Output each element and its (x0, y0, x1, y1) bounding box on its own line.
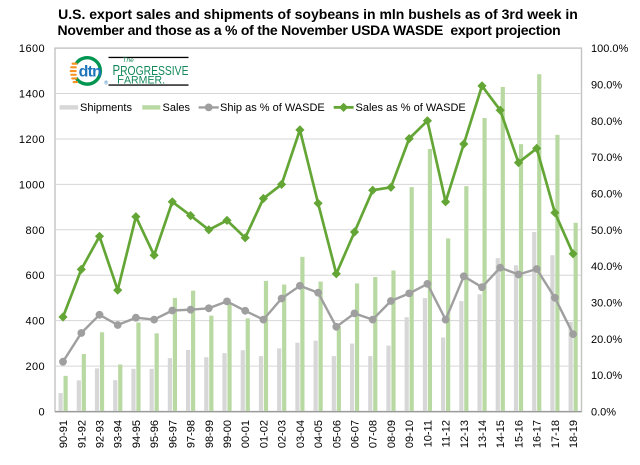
svg-text:50.0%: 50.0% (591, 225, 622, 237)
svg-text:07-08: 07-08 (368, 420, 380, 448)
svg-text:®: ® (104, 80, 108, 87)
svg-text:60.0%: 60.0% (591, 189, 622, 201)
svg-text:1400: 1400 (19, 89, 45, 101)
svg-text:100.0%: 100.0% (591, 43, 629, 55)
svg-text:dtn: dtn (79, 64, 102, 81)
svg-text:The: The (123, 57, 135, 64)
svg-text:Shipments: Shipments (80, 102, 132, 114)
svg-text:14-15: 14-15 (495, 420, 507, 448)
svg-text:November and those as a % of t: November and those as a % of the Novembe… (58, 22, 561, 38)
svg-text:PROGRESSIVE: PROGRESSIVE (113, 63, 189, 79)
svg-text:01-02: 01-02 (258, 420, 270, 448)
svg-text:16-17: 16-17 (532, 420, 544, 448)
svg-text:93-94: 93-94 (113, 420, 125, 448)
svg-text:02-03: 02-03 (277, 420, 289, 448)
svg-text:96-97: 96-97 (167, 420, 179, 448)
svg-text:40.0%: 40.0% (591, 261, 622, 273)
svg-text:1600: 1600 (19, 43, 45, 55)
svg-text:1000: 1000 (19, 179, 45, 191)
svg-text:200: 200 (25, 361, 45, 373)
svg-text:80.0%: 80.0% (591, 116, 622, 128)
svg-text:99-00: 99-00 (222, 420, 234, 448)
svg-text:12-13: 12-13 (459, 420, 471, 448)
svg-text:18-19: 18-19 (568, 420, 580, 448)
svg-text:10.0%: 10.0% (591, 370, 622, 382)
svg-text:600: 600 (25, 270, 45, 282)
svg-text:11-12: 11-12 (441, 420, 453, 447)
svg-text:98-99: 98-99 (204, 420, 216, 448)
svg-text:95-96: 95-96 (149, 420, 161, 448)
svg-text:0: 0 (38, 407, 45, 419)
svg-text:Sales: Sales (163, 102, 191, 114)
svg-text:09-10: 09-10 (404, 420, 416, 448)
svg-text:15-16: 15-16 (514, 420, 526, 448)
svg-text:90-91: 90-91 (58, 420, 70, 448)
svg-text:97-98: 97-98 (186, 420, 198, 448)
svg-text:17-18: 17-18 (550, 420, 562, 448)
svg-text:0.0%: 0.0% (591, 407, 616, 419)
svg-text:20.0%: 20.0% (591, 334, 622, 346)
svg-text:Sales as % of WASDE: Sales as % of WASDE (356, 102, 466, 114)
svg-text:70.0%: 70.0% (591, 152, 622, 164)
svg-text:800: 800 (25, 225, 45, 237)
svg-text:04-05: 04-05 (313, 420, 325, 448)
svg-text:Ship as % of WASDE: Ship as % of WASDE (220, 102, 325, 114)
svg-text:08-09: 08-09 (386, 420, 398, 448)
svg-text:90.0%: 90.0% (591, 79, 622, 91)
svg-text:FARMER.: FARMER. (117, 73, 165, 87)
svg-text:00-01: 00-01 (240, 420, 252, 448)
svg-text:05-06: 05-06 (331, 420, 343, 448)
svg-text:92-93: 92-93 (95, 420, 107, 448)
svg-text:94-95: 94-95 (131, 420, 143, 448)
svg-text:03-04: 03-04 (295, 420, 307, 448)
svg-text:10-11: 10-11 (422, 420, 434, 447)
svg-text:1200: 1200 (19, 134, 45, 146)
svg-text:13-14: 13-14 (477, 420, 489, 448)
svg-text:06-07: 06-07 (350, 420, 362, 448)
svg-text:U.S. export sales and shipment: U.S. export sales and shipments of soybe… (58, 6, 578, 22)
svg-text:30.0%: 30.0% (591, 298, 622, 310)
svg-text:91-92: 91-92 (76, 420, 88, 448)
svg-text:400: 400 (25, 316, 45, 328)
